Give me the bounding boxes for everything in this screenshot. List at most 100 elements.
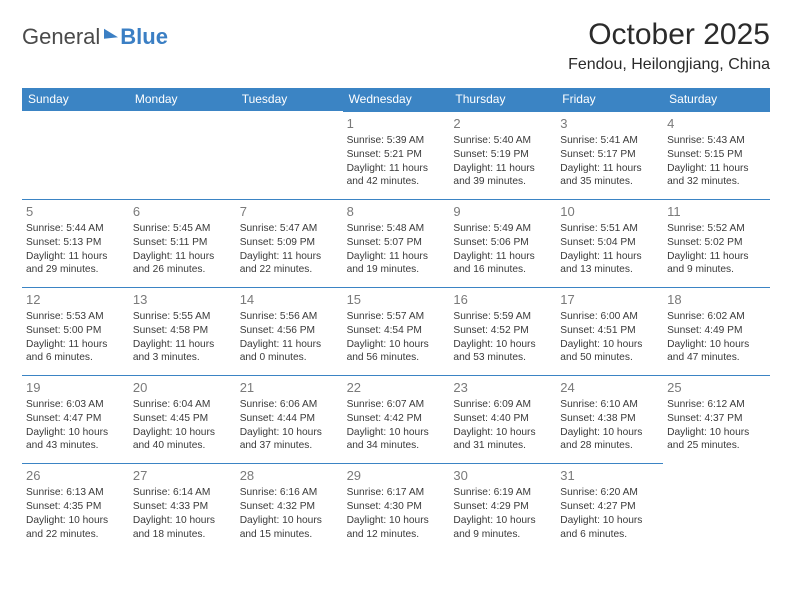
daylight-line-a: Daylight: 10 hours: [560, 426, 659, 440]
sunrise-line: Sunrise: 5:55 AM: [133, 310, 232, 324]
daylight-line-b: and 29 minutes.: [26, 263, 125, 277]
sunset-line: Sunset: 4:32 PM: [240, 500, 339, 514]
day-header: Tuesday: [236, 88, 343, 111]
calendar-cell: 2Sunrise: 5:40 AMSunset: 5:19 PMDaylight…: [449, 111, 556, 199]
calendar-cell: 7Sunrise: 5:47 AMSunset: 5:09 PMDaylight…: [236, 199, 343, 287]
daylight-line-a: Daylight: 10 hours: [667, 426, 766, 440]
daylight-line-b: and 39 minutes.: [453, 175, 552, 189]
daylight-line-a: Daylight: 11 hours: [133, 250, 232, 264]
daylight-line-b: and 15 minutes.: [240, 528, 339, 542]
daylight-line-b: and 53 minutes.: [453, 351, 552, 365]
calendar-cell: 19Sunrise: 6:03 AMSunset: 4:47 PMDayligh…: [22, 375, 129, 463]
calendar-cell: 15Sunrise: 5:57 AMSunset: 4:54 PMDayligh…: [343, 287, 450, 375]
sunset-line: Sunset: 4:38 PM: [560, 412, 659, 426]
day-number: 15: [347, 292, 446, 307]
location-label: Fendou, Heilongjiang, China: [568, 56, 770, 74]
day-number: 8: [347, 204, 446, 219]
brand-word-a: General: [22, 24, 100, 50]
calendar-cell: 17Sunrise: 6:00 AMSunset: 4:51 PMDayligh…: [556, 287, 663, 375]
daylight-line-a: Daylight: 11 hours: [560, 162, 659, 176]
day-number: 19: [26, 380, 125, 395]
daylight-line-b: and 34 minutes.: [347, 439, 446, 453]
daylight-line-b: and 37 minutes.: [240, 439, 339, 453]
sunset-line: Sunset: 4:37 PM: [667, 412, 766, 426]
sunrise-line: Sunrise: 6:20 AM: [560, 486, 659, 500]
sunset-line: Sunset: 4:44 PM: [240, 412, 339, 426]
day-number: 3: [560, 116, 659, 131]
calendar-cell: 27 Sunrise: 6:14 AMSunset: 4:33 PMDayligh…: [129, 463, 236, 551]
calendar-cell: 5Sunrise: 5:44 AMSunset: 5:13 PMDaylight…: [22, 199, 129, 287]
calendar-cell: 1Sunrise: 5:39 AMSunset: 5:21 PMDaylight…: [343, 111, 450, 199]
header: General Blue October 2025 Fendou, Heilon…: [22, 18, 770, 74]
sunset-line: Sunset: 4:29 PM: [453, 500, 552, 514]
sunrise-line: Sunrise: 6:14 AM: [133, 486, 232, 500]
day-number: 9: [453, 204, 552, 219]
day-number: 10: [560, 204, 659, 219]
daylight-line-a: Daylight: 10 hours: [133, 514, 232, 528]
daylight-line-a: Daylight: 10 hours: [453, 514, 552, 528]
sunrise-line: Sunrise: 6:13 AM: [26, 486, 125, 500]
day-number: 13: [133, 292, 232, 307]
sunrise-line: Sunrise: 5:45 AM: [133, 222, 232, 236]
sunset-line: Sunset: 4:35 PM: [26, 500, 125, 514]
daylight-line-a: Daylight: 11 hours: [240, 338, 339, 352]
title-block: October 2025 Fendou, Heilongjiang, China: [568, 18, 770, 74]
day-number: 25: [667, 380, 766, 395]
sunset-line: Sunset: 5:00 PM: [26, 324, 125, 338]
sunset-line: Sunset: 4:33 PM: [133, 500, 232, 514]
brand-word-b: Blue: [120, 24, 168, 50]
daylight-line-a: Daylight: 10 hours: [453, 338, 552, 352]
daylight-line-b: and 40 minutes.: [133, 439, 232, 453]
sunset-line: Sunset: 4:51 PM: [560, 324, 659, 338]
daylight-line-b: and 3 minutes.: [133, 351, 232, 365]
sunset-line: Sunset: 5:17 PM: [560, 148, 659, 162]
day-header: Thursday: [449, 88, 556, 111]
day-number: 28: [240, 468, 339, 483]
day-header: Sunday: [22, 88, 129, 111]
sunrise-line: Sunrise: 5:47 AM: [240, 222, 339, 236]
daylight-line-b: and 31 minutes.: [453, 439, 552, 453]
calendar-cell: 24Sunrise: 6:10 AMSunset: 4:38 PMDayligh…: [556, 375, 663, 463]
sunrise-line: Sunrise: 6:03 AM: [26, 398, 125, 412]
daylight-line-a: Daylight: 11 hours: [453, 250, 552, 264]
sunset-line: Sunset: 4:52 PM: [453, 324, 552, 338]
daylight-line-a: Daylight: 11 hours: [26, 338, 125, 352]
daylight-line-a: Daylight: 10 hours: [453, 426, 552, 440]
sunrise-line: Sunrise: 6:10 AM: [560, 398, 659, 412]
calendar-cell-empty: [22, 111, 129, 199]
sunset-line: Sunset: 4:47 PM: [26, 412, 125, 426]
sunset-line: Sunset: 4:27 PM: [560, 500, 659, 514]
calendar-cell: 11Sunrise: 5:52 AMSunset: 5:02 PMDayligh…: [663, 199, 770, 287]
calendar-cell-empty: [236, 111, 343, 199]
daylight-line-a: Daylight: 10 hours: [347, 514, 446, 528]
daylight-line-a: Daylight: 10 hours: [133, 426, 232, 440]
sunset-line: Sunset: 5:21 PM: [347, 148, 446, 162]
day-number: 23: [453, 380, 552, 395]
daylight-line-a: Daylight: 11 hours: [26, 250, 125, 264]
sunrise-line: Sunrise: 6:00 AM: [560, 310, 659, 324]
daylight-line-b: and 28 minutes.: [560, 439, 659, 453]
sunset-line: Sunset: 4:58 PM: [133, 324, 232, 338]
daylight-line-b: and 22 minutes.: [240, 263, 339, 277]
sunrise-line: Sunrise: 6:04 AM: [133, 398, 232, 412]
sunrise-line: Sunrise: 5:51 AM: [560, 222, 659, 236]
calendar-cell: 31Sunrise: 6:20 AMSunset: 4:27 PMDayligh…: [556, 463, 663, 551]
calendar-cell: 6Sunrise: 5:45 AMSunset: 5:11 PMDaylight…: [129, 199, 236, 287]
day-number: 14: [240, 292, 339, 307]
day-number: 30: [453, 468, 552, 483]
sunrise-line: Sunrise: 6:09 AM: [453, 398, 552, 412]
month-title: October 2025: [568, 18, 770, 52]
calendar-cell: 29Sunrise: 6:17 AMSunset: 4:30 PMDayligh…: [343, 463, 450, 551]
day-number: 27: [133, 468, 232, 483]
daylight-line-a: Daylight: 10 hours: [560, 514, 659, 528]
sunrise-line: Sunrise: 6:06 AM: [240, 398, 339, 412]
daylight-line-a: Daylight: 10 hours: [667, 338, 766, 352]
calendar-cell: 26Sunrise: 6:13 AMSunset: 4:35 PMDayligh…: [22, 463, 129, 551]
calendar-cell: 4Sunrise: 5:43 AMSunset: 5:15 PMDaylight…: [663, 111, 770, 199]
day-number: 26: [26, 468, 125, 483]
calendar-cell: 16Sunrise: 5:59 AMSunset: 4:52 PMDayligh…: [449, 287, 556, 375]
day-number: 29: [347, 468, 446, 483]
sunrise-line: Sunrise: 6:16 AM: [240, 486, 339, 500]
sunrise-line: Sunrise: 5:57 AM: [347, 310, 446, 324]
sunrise-line: Sunrise: 5:59 AM: [453, 310, 552, 324]
